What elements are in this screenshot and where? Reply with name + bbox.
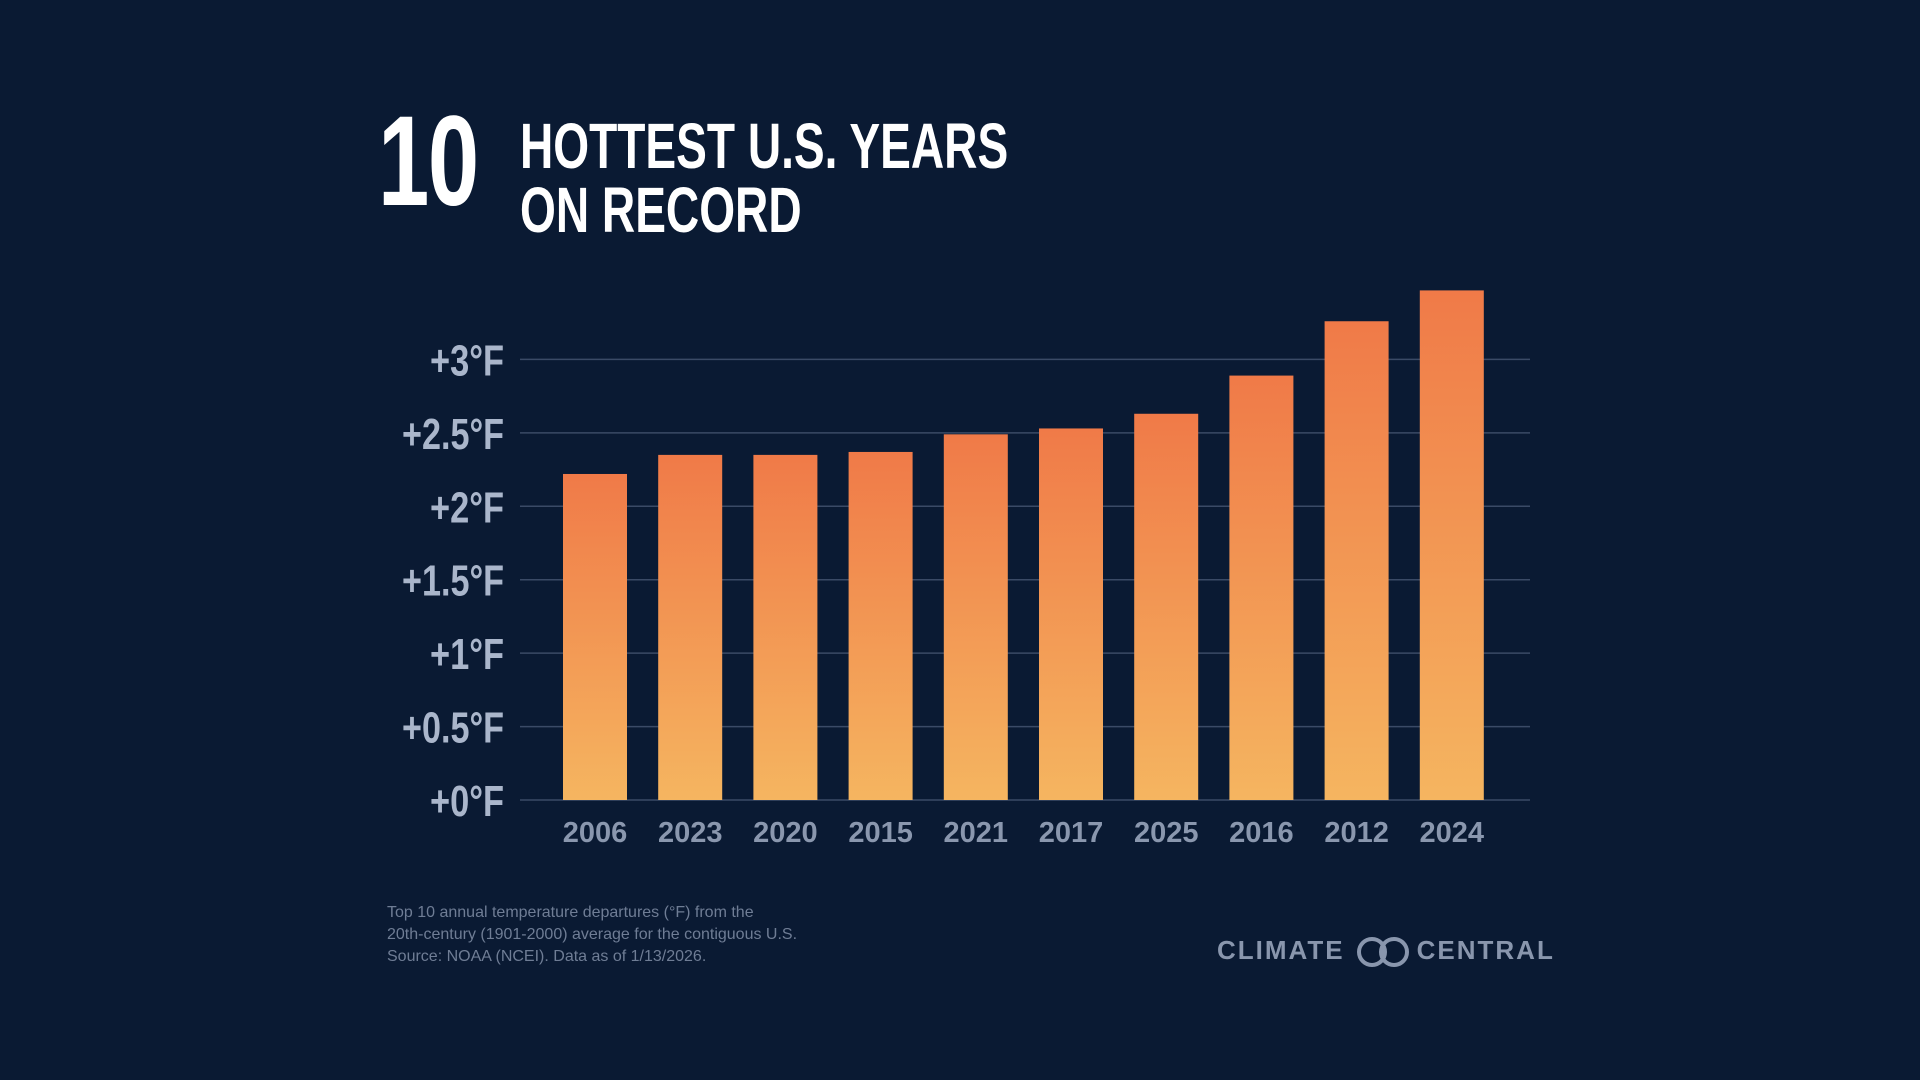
title-number: 10	[378, 90, 479, 233]
y-tick-label: +0.5°F	[402, 704, 504, 753]
x-tick-label: 2020	[753, 817, 818, 849]
x-tick-label: 2015	[848, 817, 913, 849]
bar-2012	[1324, 321, 1389, 800]
logo-text-left: CLIMATE	[1217, 934, 1345, 965]
chart-title-line-1: HOTTEST U.S. YEARS	[520, 110, 1009, 182]
bar-2015	[848, 451, 913, 800]
climate-central-logo: CLIMATE CENTRAL	[1217, 932, 1555, 968]
footnote-line-2: 20th-century (1901-2000) average for the…	[387, 926, 798, 943]
source-footnote: Top 10 annual temperature departures (°F…	[387, 902, 797, 968]
bars	[563, 290, 1484, 800]
y-tick-label: +1°F	[430, 630, 504, 679]
logo-rings-icon	[1356, 936, 1409, 967]
bar-2021	[943, 434, 1008, 800]
footnote-line-3: Source: NOAA (NCEI). Data as of 1/13/202…	[387, 948, 707, 965]
x-tick-label: 2016	[1229, 817, 1294, 849]
x-axis-ticks: 2006 2023 2020 2015 2021 2017 2025 2016 2012 2024	[563, 817, 1484, 849]
y-tick-label: +1.5°F	[402, 557, 504, 606]
footnote-line-1: Top 10 annual temperature departures (°F…	[387, 904, 754, 921]
chart-title-line-2: ON RECORD	[520, 174, 802, 246]
bar-2017	[1039, 428, 1103, 800]
bar-2016	[1229, 375, 1294, 800]
x-tick-label: 2021	[944, 817, 1009, 849]
y-tick-label: +2.5°F	[402, 410, 504, 459]
x-tick-label: 2024	[1420, 817, 1485, 849]
bar-2023	[658, 454, 723, 800]
x-tick-label: 2006	[563, 817, 628, 849]
y-tick-label: +2°F	[430, 483, 504, 532]
bar-2024	[1419, 290, 1484, 800]
y-tick-label: +0°F	[430, 777, 504, 826]
x-tick-label: 2012	[1324, 817, 1389, 849]
x-tick-label: 2025	[1134, 817, 1199, 849]
chart-title: HOTTEST U.S. YEARS ON RECORD	[520, 114, 1008, 242]
y-tick-label: +3°F	[430, 336, 504, 385]
bar-2006	[563, 473, 627, 800]
y-axis-ticks: +0°F +0.5°F +1°F +1.5°F +2°F +2.5°F +3°F	[402, 336, 504, 826]
bar-2020	[753, 454, 818, 800]
bar-2025	[1134, 413, 1199, 800]
x-tick-label: 2017	[1039, 817, 1104, 849]
logo-text-right: CENTRAL	[1416, 934, 1555, 965]
x-tick-label: 2023	[658, 817, 723, 849]
